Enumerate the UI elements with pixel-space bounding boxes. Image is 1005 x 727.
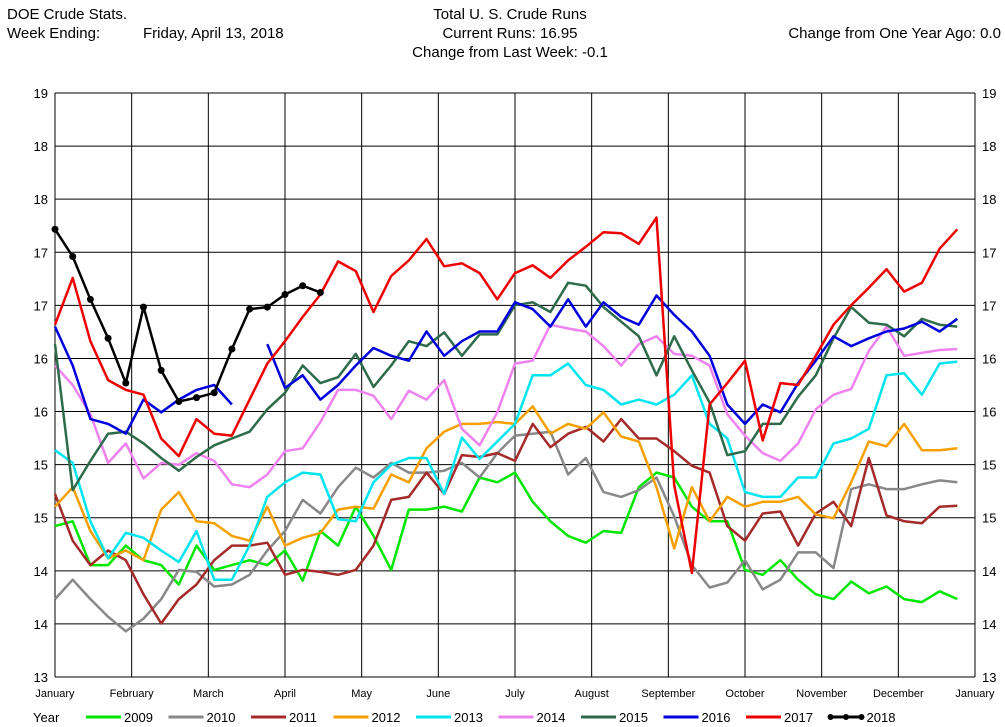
series-point-2018 bbox=[299, 282, 307, 290]
legend-label-2016: 2016 bbox=[702, 710, 731, 725]
series-point-2018 bbox=[104, 334, 112, 342]
legend-label-2015: 2015 bbox=[619, 710, 648, 725]
series-line-2014 bbox=[54, 323, 958, 489]
y-tick-label-left: 16 bbox=[34, 405, 48, 420]
series-line-2018 bbox=[53, 228, 321, 403]
change-from-one-year-ago: Change from One Year Ago: 0.0 bbox=[788, 25, 1001, 42]
series-point-2018 bbox=[281, 290, 289, 298]
series-point-2018 bbox=[122, 379, 130, 387]
y-tick-label-left: 18 bbox=[34, 192, 48, 207]
legend-swatch-point bbox=[843, 714, 849, 720]
legend-label-2010: 2010 bbox=[207, 710, 236, 725]
legend-label-2012: 2012 bbox=[372, 710, 401, 725]
header-source-label: DOE Crude Stats. bbox=[7, 6, 128, 23]
series-line-2016 bbox=[266, 294, 959, 426]
month-label: March bbox=[193, 688, 224, 700]
series-line-2016 bbox=[53, 326, 233, 435]
series-point-2018 bbox=[228, 345, 236, 353]
series-point-2018 bbox=[246, 305, 254, 313]
legend-title: Year bbox=[33, 710, 60, 725]
series-point-2018 bbox=[193, 394, 201, 402]
y-tick-label-right: 15 bbox=[982, 458, 996, 473]
y-tick-label-right: 14 bbox=[982, 617, 996, 632]
y-tick-label-right: 16 bbox=[982, 351, 996, 366]
y-tick-label-left: 14 bbox=[34, 564, 48, 579]
series-point-2018 bbox=[139, 303, 147, 311]
y-tick-label-right: 19 bbox=[982, 86, 996, 101]
month-label: January bbox=[35, 688, 75, 700]
series-point-2018 bbox=[316, 289, 324, 297]
month-label: December bbox=[873, 688, 924, 700]
month-label: April bbox=[274, 688, 296, 700]
y-tick-label-left: 14 bbox=[34, 617, 48, 632]
y-tick-label-right: 16 bbox=[982, 405, 996, 420]
series-line-2010 bbox=[54, 430, 958, 633]
series-line-2011 bbox=[53, 417, 958, 625]
y-tick-label-left: 18 bbox=[34, 139, 48, 154]
month-label: July bbox=[505, 688, 525, 700]
y-tick-label-right: 17 bbox=[982, 245, 996, 260]
month-label: September bbox=[641, 688, 695, 700]
series-point-2018 bbox=[69, 253, 77, 261]
y-tick-label-left: 13 bbox=[34, 670, 48, 685]
y-tick-label-right: 17 bbox=[982, 298, 996, 313]
y-tick-label-right: 18 bbox=[982, 139, 996, 154]
month-label: May bbox=[351, 688, 372, 700]
y-tick-label-left: 19 bbox=[34, 86, 48, 101]
series-point-2018 bbox=[157, 366, 165, 374]
y-tick-label-left: 15 bbox=[34, 458, 48, 473]
chart-title: Total U. S. Crude Runs bbox=[433, 6, 587, 23]
series-point-2018 bbox=[175, 398, 183, 406]
legend-label-2018: 2018 bbox=[867, 710, 896, 725]
y-tick-label-left: 15 bbox=[34, 511, 48, 526]
month-label: October bbox=[725, 688, 764, 700]
y-tick-label-left: 17 bbox=[34, 245, 48, 260]
week-ending-label: Week Ending: bbox=[7, 25, 101, 42]
month-label: November bbox=[796, 688, 847, 700]
legend-label-2009: 2009 bbox=[124, 710, 153, 725]
month-label: June bbox=[426, 688, 450, 700]
series-point-2018 bbox=[210, 389, 218, 397]
legend-label-2011: 2011 bbox=[289, 710, 317, 725]
y-tick-label-left: 17 bbox=[34, 298, 48, 313]
y-tick-label-right: 13 bbox=[982, 670, 996, 685]
series-line-2015 bbox=[53, 281, 958, 492]
legend-label-2013: 2013 bbox=[454, 710, 483, 725]
week-ending-value: Friday, April 13, 2018 bbox=[143, 25, 284, 42]
month-label: January bbox=[955, 688, 995, 700]
series-line-2013 bbox=[54, 360, 958, 581]
y-tick-label-right: 14 bbox=[982, 564, 996, 579]
series-line-2012 bbox=[54, 405, 958, 562]
legend-label-2017: 2017 bbox=[784, 710, 813, 725]
legend-swatch-point bbox=[827, 714, 834, 720]
series-line-2017 bbox=[53, 216, 959, 575]
y-tick-label-right: 15 bbox=[982, 511, 996, 526]
series-point-2018 bbox=[263, 303, 271, 311]
current-runs: Current Runs: 16.95 bbox=[442, 25, 578, 42]
change-from-last-week: Change from Last Week: -0.1 bbox=[412, 44, 608, 61]
legend-swatch-point bbox=[858, 714, 865, 720]
month-label: August bbox=[575, 688, 609, 700]
y-tick-label-right: 18 bbox=[982, 192, 996, 207]
legend-label-2014: 2014 bbox=[537, 710, 566, 725]
series-point-2018 bbox=[86, 295, 94, 303]
month-label: February bbox=[110, 688, 155, 700]
series-point-2018 bbox=[51, 225, 59, 233]
y-tick-label-left: 16 bbox=[34, 351, 48, 366]
